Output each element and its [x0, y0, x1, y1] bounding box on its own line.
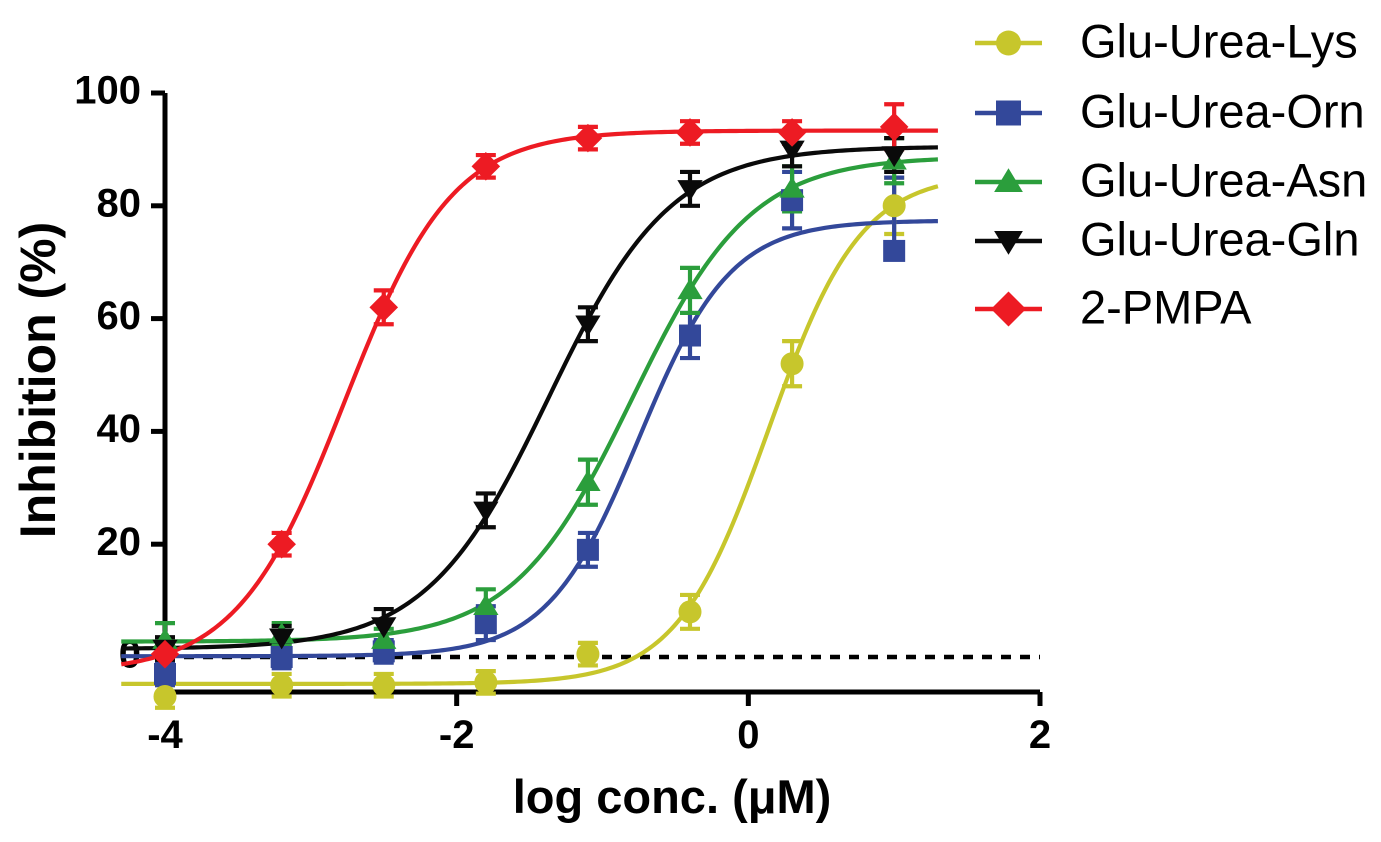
svg-text:80: 80 [97, 181, 142, 225]
svg-text:log conc. (μM): log conc. (μM) [513, 770, 832, 823]
svg-text:-2: -2 [439, 713, 475, 757]
svg-text:20: 20 [97, 520, 142, 564]
svg-text:60: 60 [97, 294, 142, 338]
svg-text:2: 2 [1029, 713, 1051, 757]
svg-text:0: 0 [737, 713, 759, 757]
svg-text:-4: -4 [147, 713, 183, 757]
svg-text:100: 100 [74, 69, 141, 113]
svg-text:40: 40 [97, 407, 142, 451]
svg-text:2-PMPA: 2-PMPA [1080, 280, 1252, 333]
svg-text:Glu-Urea-Asn: Glu-Urea-Asn [1080, 153, 1367, 206]
svg-text:Glu-Urea-Orn: Glu-Urea-Orn [1080, 84, 1365, 137]
svg-text:Inhibition (%): Inhibition (%) [10, 222, 66, 539]
svg-text:Glu-Urea-Lys: Glu-Urea-Lys [1080, 14, 1358, 67]
svg-text:Glu-Urea-Gln: Glu-Urea-Gln [1080, 212, 1359, 265]
